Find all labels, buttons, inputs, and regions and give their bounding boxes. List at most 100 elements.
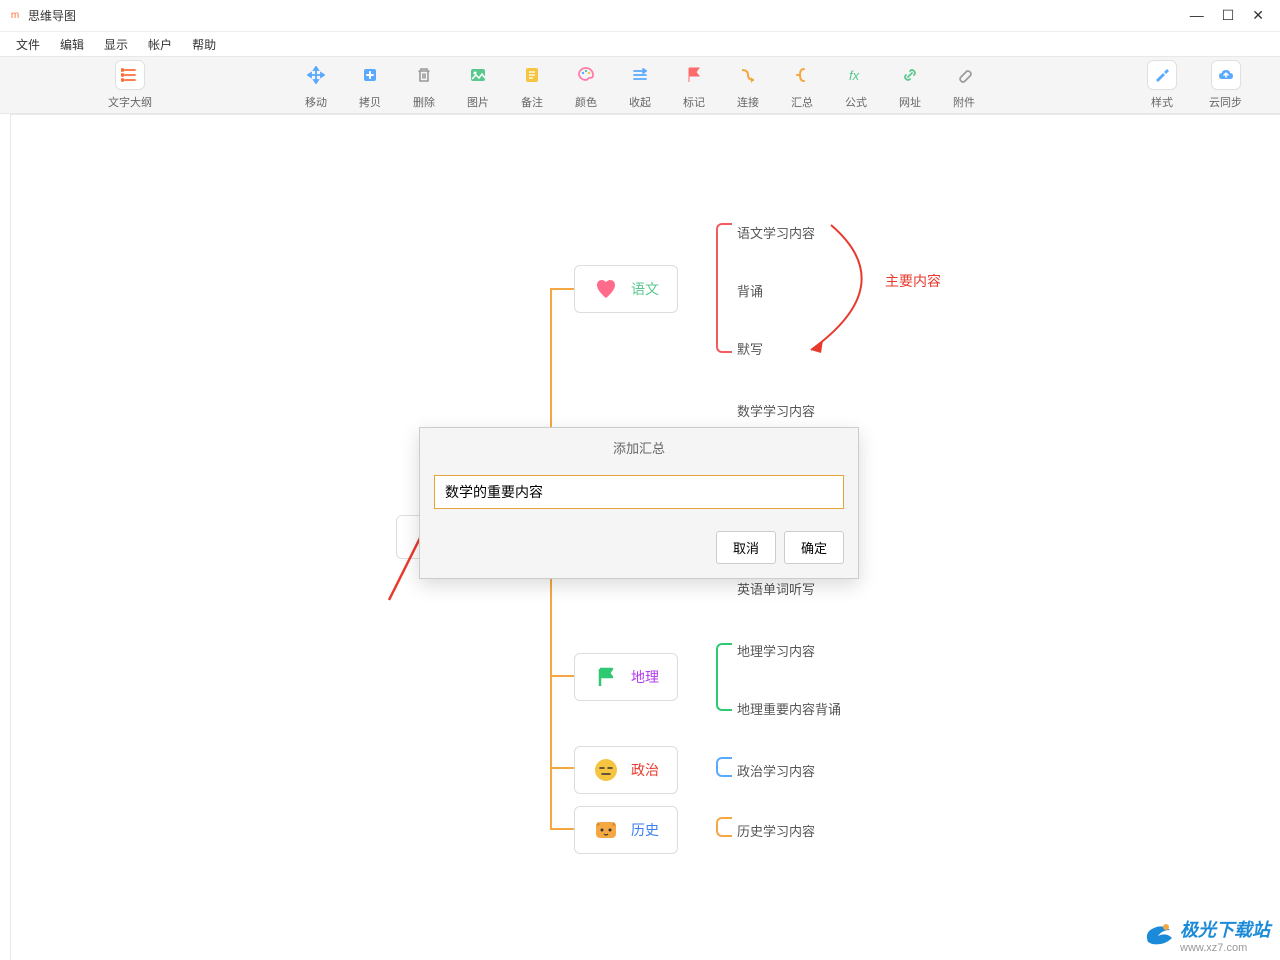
- window-title: 思维导图: [28, 7, 1190, 24]
- image-button[interactable]: 图片: [455, 56, 501, 114]
- mark-icon: [679, 60, 709, 90]
- summary-button[interactable]: 汇总: [779, 56, 825, 114]
- node-dili[interactable]: 地理: [574, 653, 678, 701]
- note-button[interactable]: 备注: [509, 56, 555, 114]
- svg-text:fx: fx: [849, 68, 860, 83]
- connector: [550, 288, 576, 290]
- cloud-icon: [1211, 60, 1241, 90]
- brush-icon: [1147, 60, 1177, 90]
- menu-account[interactable]: 帐户: [140, 34, 180, 55]
- node-lishi[interactable]: 历史: [574, 806, 678, 854]
- move-label: 移动: [305, 94, 327, 110]
- image-label: 图片: [467, 94, 489, 110]
- summary-icon: [787, 60, 817, 90]
- copy-label: 拷贝: [359, 94, 381, 110]
- dog-icon: [593, 817, 619, 843]
- cancel-button[interactable]: 取消: [716, 531, 776, 564]
- app-logo-icon: m: [8, 9, 22, 23]
- note-icon: [517, 60, 547, 90]
- delete-label: 删除: [413, 94, 435, 110]
- leaf[interactable]: 地理学习内容: [737, 641, 815, 660]
- url-button[interactable]: 网址: [887, 56, 933, 114]
- outline-label: 文字大纲: [108, 94, 152, 110]
- connector: [550, 828, 576, 830]
- node-label: 历史: [631, 820, 659, 840]
- face-icon: [593, 757, 619, 783]
- connect-button[interactable]: 连接: [725, 56, 771, 114]
- minimize-button[interactable]: —: [1190, 7, 1204, 24]
- leaf[interactable]: 英语单词听写: [737, 579, 815, 598]
- image-icon: [463, 60, 493, 90]
- maximize-button[interactable]: ☐: [1222, 7, 1235, 24]
- mark-label: 标记: [683, 94, 705, 110]
- bracket-dili: [716, 643, 732, 711]
- menu-view[interactable]: 显示: [96, 34, 136, 55]
- collapse-button[interactable]: 收起: [617, 56, 663, 114]
- summary-input[interactable]: [434, 475, 844, 509]
- ok-button[interactable]: 确定: [784, 531, 844, 564]
- annotation-label: 主要内容: [885, 271, 941, 291]
- copy-button[interactable]: 拷贝: [347, 56, 393, 114]
- connect-icon: [733, 60, 763, 90]
- menu-help[interactable]: 帮助: [184, 34, 224, 55]
- formula-button[interactable]: fx 公式: [833, 56, 879, 114]
- connector: [550, 767, 576, 769]
- window-controls: — ☐ ✕: [1190, 7, 1272, 24]
- attachment-label: 附件: [953, 94, 975, 110]
- attachment-icon: [949, 60, 979, 90]
- delete-icon: [409, 60, 439, 90]
- leaf[interactable]: 政治学习内容: [737, 761, 815, 780]
- style-button[interactable]: 样式: [1139, 56, 1185, 114]
- dialog-title: 添加汇总: [420, 428, 858, 467]
- watermark: 极光下载站 www.xz7.com: [1142, 916, 1270, 954]
- move-icon: [301, 60, 331, 90]
- outline-button[interactable]: 文字大纲: [30, 56, 230, 114]
- leaf[interactable]: 默写: [737, 339, 763, 358]
- leaf[interactable]: 背诵: [737, 281, 763, 300]
- watermark-url: www.xz7.com: [1180, 942, 1270, 954]
- formula-label: 公式: [845, 94, 867, 110]
- copy-icon: [355, 60, 385, 90]
- delete-button[interactable]: 删除: [401, 56, 447, 114]
- summary-label: 汇总: [791, 94, 813, 110]
- move-button[interactable]: 移动: [293, 56, 339, 114]
- bracket-yuwen: [716, 223, 732, 353]
- url-label: 网址: [899, 94, 921, 110]
- add-summary-dialog: 添加汇总 取消 确定: [419, 427, 859, 579]
- node-label: 语文: [631, 279, 659, 299]
- cloud-sync-button[interactable]: 云同步: [1201, 56, 1250, 114]
- connect-label: 连接: [737, 94, 759, 110]
- watermark-title: 极光下载站: [1180, 916, 1270, 942]
- list-icon: [115, 60, 145, 90]
- menubar: 文件 编辑 显示 帐户 帮助: [0, 32, 1280, 56]
- watermark-icon: [1142, 918, 1176, 952]
- menu-edit[interactable]: 编辑: [52, 34, 92, 55]
- style-label: 样式: [1151, 94, 1173, 110]
- leaf[interactable]: 历史学习内容: [737, 821, 815, 840]
- connector: [550, 675, 576, 677]
- collapse-icon: [625, 60, 655, 90]
- titlebar: m 思维导图 — ☐ ✕: [0, 0, 1280, 32]
- cloud-label: 云同步: [1209, 94, 1242, 110]
- node-label: 政治: [631, 760, 659, 780]
- node-yuwen[interactable]: 语文: [574, 265, 678, 313]
- color-icon: [571, 60, 601, 90]
- note-label: 备注: [521, 94, 543, 110]
- color-button[interactable]: 颜色: [563, 56, 609, 114]
- node-zhengzhi[interactable]: 政治: [574, 746, 678, 794]
- formula-icon: fx: [841, 60, 871, 90]
- leaf[interactable]: 数学学习内容: [737, 401, 815, 420]
- collapse-label: 收起: [629, 94, 651, 110]
- close-button[interactable]: ✕: [1252, 7, 1264, 24]
- toolbar: 文字大纲 移动 拷贝 删除 图片 备注 颜色 收起 标记 连接 汇总 fx 公式 网址 附件 样式 云同步: [0, 56, 1280, 114]
- leaf[interactable]: 地理重要内容背诵: [737, 699, 841, 718]
- menu-file[interactable]: 文件: [8, 34, 48, 55]
- mark-button[interactable]: 标记: [671, 56, 717, 114]
- node-label: 地理: [631, 667, 659, 687]
- url-icon: [895, 60, 925, 90]
- mindmap-canvas[interactable]: 语文 地理 政治 历史 语文学习内容 背诵 默写 数学学习内容 英语单词听写 地…: [10, 114, 1280, 960]
- attachment-button[interactable]: 附件: [941, 56, 987, 114]
- color-label: 颜色: [575, 94, 597, 110]
- bracket-zhengzhi: [716, 757, 732, 777]
- flag-icon: [593, 664, 619, 690]
